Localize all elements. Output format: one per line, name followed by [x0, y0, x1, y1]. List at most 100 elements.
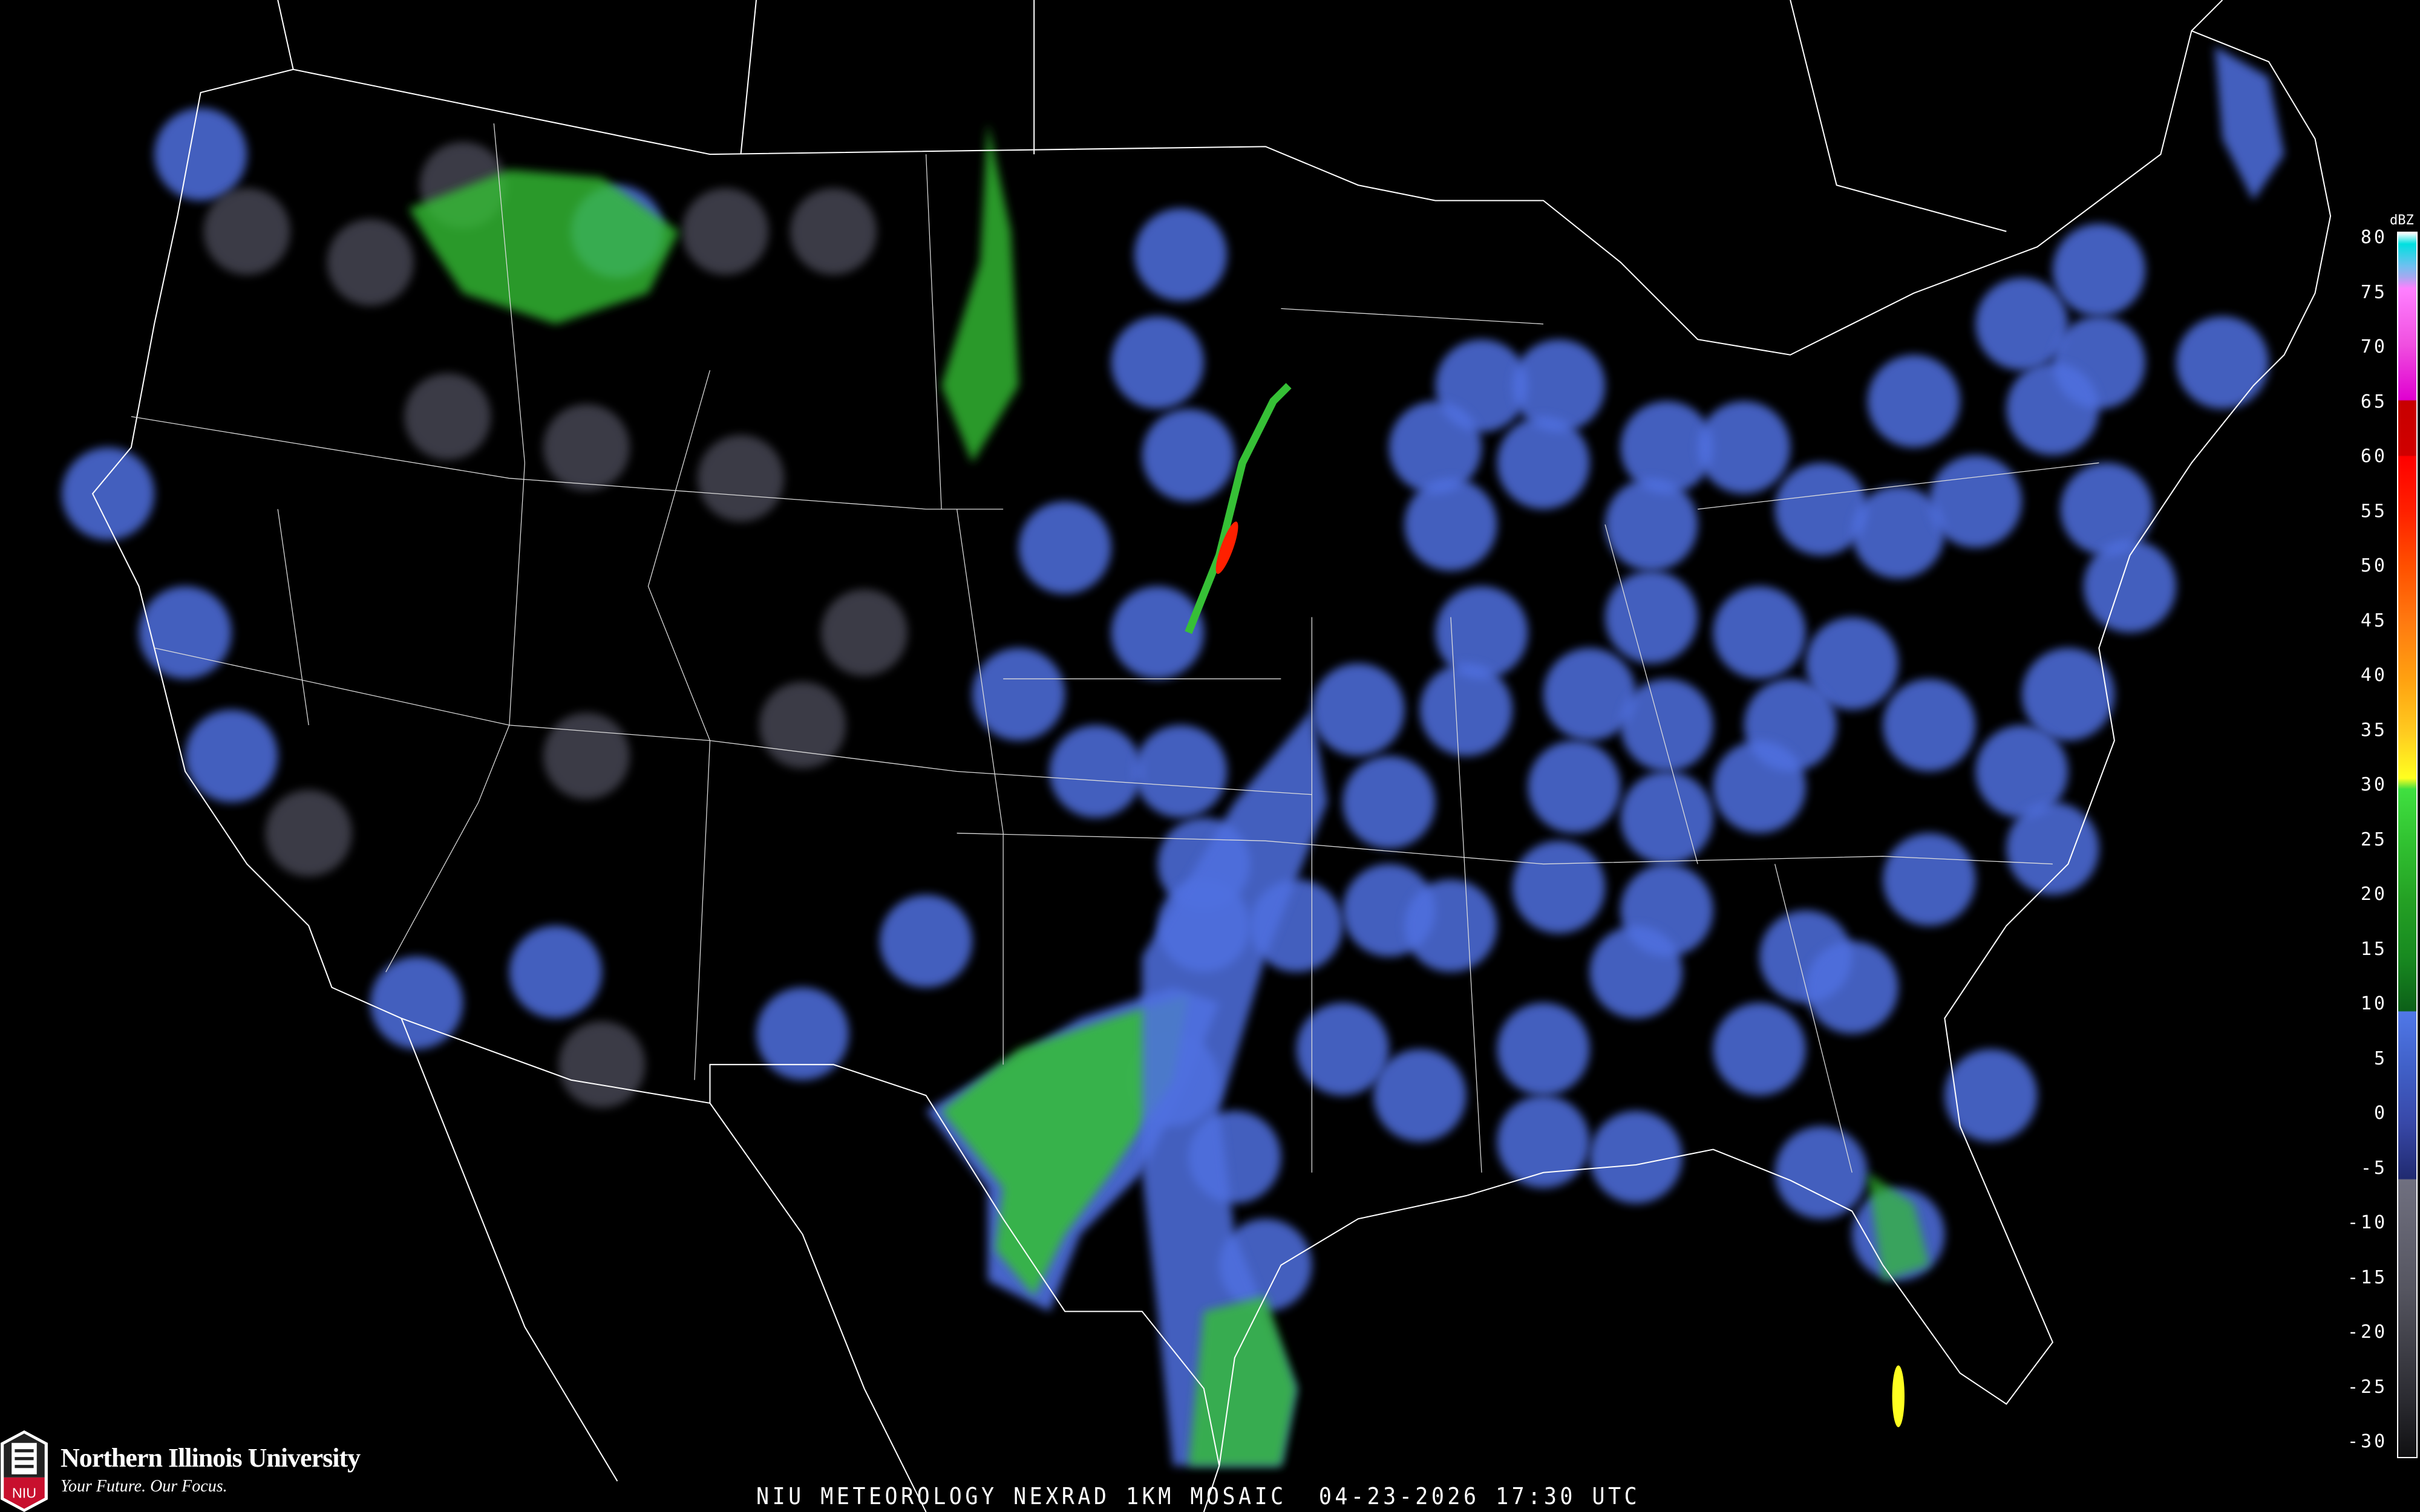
echo-light: [1713, 586, 1806, 679]
echo-light: [1713, 740, 1806, 833]
legend-label: 10: [2360, 993, 2387, 1014]
echo-light: [185, 709, 278, 803]
echo-light: [1373, 1049, 1467, 1142]
legend-label: -10: [2347, 1212, 2388, 1233]
echo-region: [2214, 46, 2284, 201]
legend-unit: dBZ: [2390, 213, 2414, 228]
echo-clutter: [759, 682, 846, 769]
echo-light: [1589, 1110, 1683, 1204]
legend-label: 20: [2360, 884, 2387, 905]
echo-light: [1867, 354, 1960, 448]
dbz-color-scale: [2397, 232, 2418, 1458]
legend-label: 45: [2360, 610, 2387, 631]
echo-light: [1774, 1126, 1868, 1219]
echo-region: [941, 123, 1019, 463]
map-boundaries: [91, 0, 2332, 1512]
echo-light: [1605, 478, 1698, 571]
echo-light: [1975, 278, 2068, 371]
echo-light: [1929, 455, 2022, 548]
echo-light: [1111, 586, 1204, 679]
echo-light: [1883, 679, 1976, 772]
echo-light: [756, 987, 849, 1080]
echo-light: [1805, 617, 1898, 710]
echo-light: [1134, 725, 1228, 818]
echo-light: [1713, 1003, 1806, 1096]
echo-light: [2006, 362, 2099, 455]
echo-light: [1620, 771, 1713, 864]
echo-light: [1497, 1003, 1590, 1096]
echo-light: [1975, 725, 2068, 818]
echo-light: [2176, 316, 2269, 409]
echo-clutter: [698, 435, 784, 522]
university-name: Northern Illinois University: [60, 1443, 361, 1473]
product-title: NIU METEOROLOGY NEXRAD 1KM MOSAIC 04-23-…: [756, 1483, 1641, 1510]
legend-label: -15: [2347, 1266, 2388, 1288]
echo-clutter: [821, 589, 908, 676]
mexico-border-lines: [401, 1018, 1220, 1512]
legend-label: 55: [2360, 500, 2387, 522]
echo-light: [1620, 679, 1713, 772]
us-outline: [91, 30, 2332, 1466]
legend-label: 35: [2360, 719, 2387, 741]
echo-light: [1698, 401, 1791, 494]
echo-light: [1944, 1049, 2038, 1142]
echo-clutter: [558, 1021, 646, 1108]
echo-light: [1404, 478, 1497, 571]
echo-clutter: [543, 712, 630, 800]
squall-line: [1185, 383, 1292, 634]
echo-light: [1543, 648, 1637, 741]
echo-light: [1142, 409, 1235, 502]
legend-label: -25: [2347, 1376, 2388, 1398]
echo-light: [154, 108, 247, 201]
echo-light: [1435, 586, 1528, 679]
echo-clutter: [203, 188, 290, 275]
legend-label: 40: [2360, 665, 2387, 686]
echo-clutter: [682, 188, 769, 275]
echo-core: [1892, 1365, 1905, 1427]
radar-echoes: [62, 46, 2284, 1466]
legend-label: 65: [2360, 391, 2387, 412]
echo-light: [1497, 1095, 1590, 1188]
echo-light: [1342, 756, 1436, 849]
echo-clutter: [404, 373, 491, 460]
echo-light: [1134, 208, 1228, 301]
echo-light: [1512, 841, 1606, 934]
echo-light: [509, 925, 602, 1018]
echo-clutter: [790, 188, 877, 275]
echo-light: [1404, 879, 1497, 973]
echo-region: [1142, 709, 1327, 1466]
legend-label: 70: [2360, 336, 2387, 357]
echo-region: [1188, 1295, 1297, 1466]
echo-light: [1419, 663, 1512, 756]
echo-clutter: [265, 790, 352, 876]
echo-light: [1605, 570, 1698, 663]
echo-light: [2021, 648, 2114, 741]
echo-light: [1852, 486, 1945, 579]
echo-clutter: [327, 219, 414, 306]
echo-light: [370, 956, 463, 1049]
echo-light: [1296, 1003, 1389, 1096]
echo-light: [1883, 833, 1976, 926]
echo-clutter: [543, 404, 630, 491]
echo-heavy: [1215, 521, 1238, 574]
legend-label: 15: [2360, 938, 2387, 960]
legend-label: 60: [2360, 446, 2387, 467]
echo-light: [1497, 416, 1590, 509]
echo-light: [1388, 401, 1482, 494]
echo-light: [2083, 539, 2176, 633]
canada-lines: [277, 0, 2223, 232]
legend-label: -5: [2360, 1157, 2387, 1179]
logo-text: NIU: [12, 1485, 36, 1501]
echo-light: [1528, 740, 1621, 833]
echo-light: [1589, 925, 1683, 1018]
echo-light: [139, 586, 232, 679]
echo-light: [880, 894, 973, 988]
echo-region: [941, 995, 1189, 1296]
state-lines: [131, 123, 2099, 1173]
echo-light: [1018, 501, 1111, 595]
legend-label: 30: [2360, 774, 2387, 795]
echo-light: [1620, 401, 1713, 494]
echo-light: [972, 648, 1065, 741]
